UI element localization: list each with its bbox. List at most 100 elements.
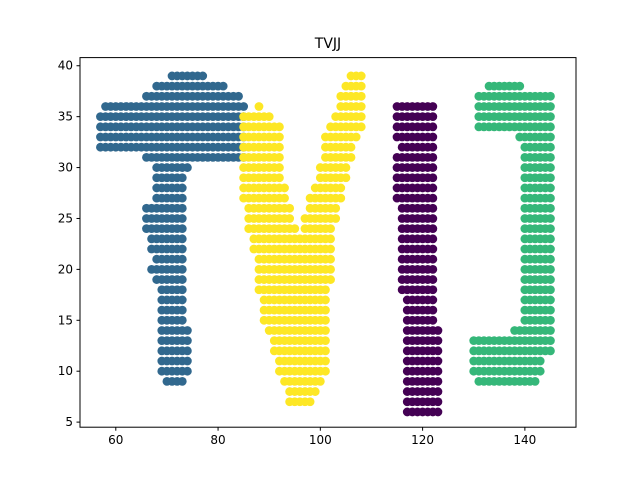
data-point	[428, 224, 438, 234]
y-axis: 5 10 15 20 25 30 35 40	[58, 59, 80, 429]
y-tick-label: 5	[65, 415, 73, 429]
data-point	[433, 346, 443, 356]
data-point	[341, 163, 351, 172]
data-point	[428, 285, 438, 295]
data-point	[290, 224, 300, 234]
data-point	[546, 102, 555, 111]
data-point	[428, 122, 438, 132]
data-point	[336, 193, 346, 203]
data-point	[275, 152, 284, 162]
data-point	[546, 163, 555, 172]
data-point	[321, 336, 330, 346]
data-point	[177, 275, 187, 284]
data-point	[546, 346, 555, 356]
data-point	[546, 285, 555, 295]
data-point	[428, 234, 438, 244]
data-point	[433, 397, 443, 407]
data-point	[428, 244, 438, 254]
y-tick-label: 40	[58, 59, 73, 73]
data-point	[428, 163, 438, 172]
data-point	[285, 214, 295, 223]
data-point	[428, 112, 438, 122]
data-point	[546, 295, 555, 305]
data-point	[315, 376, 325, 386]
data-point	[546, 122, 555, 132]
data-point	[535, 366, 545, 376]
data-point	[280, 193, 289, 203]
data-point	[515, 81, 525, 91]
x-axis: 60 80 100 120 140	[108, 427, 536, 447]
data-point	[546, 336, 555, 346]
x-tick-label: 100	[309, 433, 332, 447]
data-point	[182, 356, 192, 366]
data-point	[433, 326, 443, 335]
data-point	[428, 264, 438, 274]
y-tick-label: 25	[58, 211, 73, 225]
data-point	[182, 336, 192, 346]
data-point	[336, 183, 346, 193]
data-point	[428, 214, 438, 223]
data-point	[428, 275, 438, 284]
data-point	[177, 173, 187, 183]
data-point	[182, 163, 192, 172]
data-point	[433, 356, 443, 366]
data-point	[433, 376, 443, 386]
data-point	[280, 183, 289, 193]
data-point	[341, 173, 351, 183]
data-point	[428, 102, 438, 111]
data-point	[546, 264, 555, 274]
data-point	[428, 183, 438, 193]
data-point	[433, 387, 443, 396]
data-point	[326, 224, 335, 234]
data-point	[546, 193, 555, 203]
data-point	[331, 203, 341, 213]
data-point	[326, 244, 335, 254]
y-tick-label: 30	[58, 161, 73, 175]
data-point	[535, 356, 545, 366]
data-point	[275, 122, 284, 132]
data-point	[546, 152, 555, 162]
x-tick-label: 120	[411, 433, 434, 447]
data-point	[275, 163, 284, 172]
data-point	[546, 305, 555, 315]
data-point	[177, 254, 187, 264]
y-tick-label: 15	[58, 313, 73, 327]
data-point	[546, 203, 555, 213]
data-point	[177, 305, 187, 315]
data-point	[234, 91, 243, 101]
data-point	[546, 254, 555, 264]
data-point	[177, 264, 187, 274]
data-point	[546, 91, 555, 101]
data-point	[428, 315, 438, 325]
y-tick-label: 35	[58, 110, 73, 124]
data-point	[182, 366, 192, 376]
y-tick-label: 10	[58, 364, 73, 378]
data-point	[356, 102, 366, 111]
data-point	[275, 132, 284, 142]
series-3	[469, 81, 555, 386]
data-point	[346, 142, 356, 152]
data-point	[356, 81, 366, 91]
plot-frame	[79, 57, 577, 428]
data-point	[356, 71, 366, 81]
data-point	[433, 336, 443, 346]
data-point	[546, 234, 555, 244]
data-point	[546, 132, 555, 142]
data-point	[177, 376, 187, 386]
x-tick-label: 60	[108, 433, 123, 447]
data-point	[546, 275, 555, 284]
data-point	[321, 295, 330, 305]
data-point	[356, 112, 366, 122]
data-point	[177, 203, 187, 213]
data-point	[356, 91, 366, 101]
data-point	[546, 224, 555, 234]
data-point	[177, 285, 187, 295]
data-point	[428, 203, 438, 213]
data-point	[275, 142, 284, 152]
data-point	[321, 356, 330, 366]
data-point	[546, 214, 555, 223]
data-point	[428, 254, 438, 264]
data-point	[546, 183, 555, 193]
data-point	[321, 326, 330, 335]
data-point	[428, 173, 438, 183]
